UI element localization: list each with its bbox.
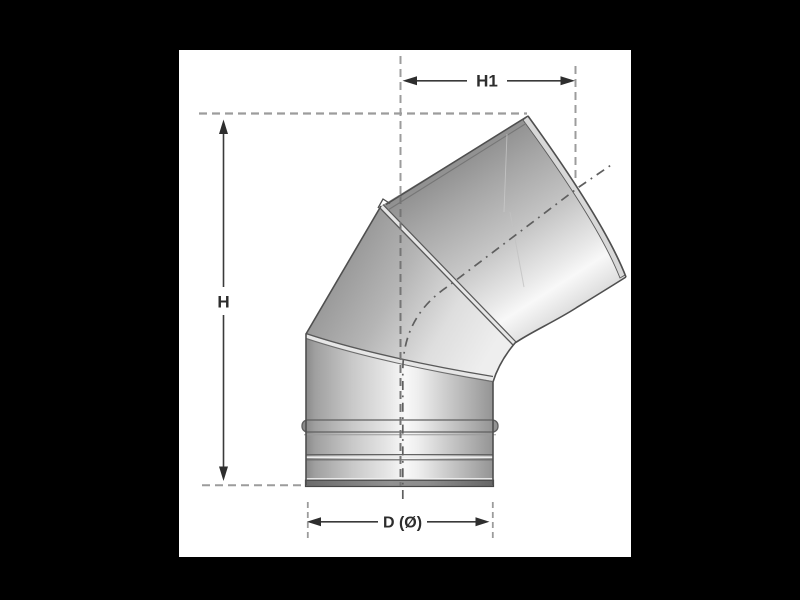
arrowhead-right-icon [475,517,490,527]
arrowhead-right-icon [560,76,575,86]
reflection-line [509,211,525,288]
arrowhead-down-icon [219,466,228,481]
arrowhead-left-icon [306,517,321,527]
seam-joint-lower [305,332,494,383]
dimension-h1: H1 [402,72,575,91]
arrowhead-up-icon [219,119,228,134]
reflection-line-2 [503,133,508,213]
arrowhead-left-icon [402,76,417,86]
lock-seam [387,123,527,211]
dimension-h1-label: H1 [476,72,498,91]
dimension-h: H [217,119,230,481]
seam-joint-upper [379,204,517,346]
centerline [401,162,615,499]
extension-lines [199,56,577,541]
dimension-d-label: D (Ø) [383,515,422,532]
elbow-middle-gore [306,206,515,381]
dimension-h-label: H [217,293,229,312]
elbow-outline [305,115,627,485]
dimension-d: D (Ø) [306,515,490,532]
